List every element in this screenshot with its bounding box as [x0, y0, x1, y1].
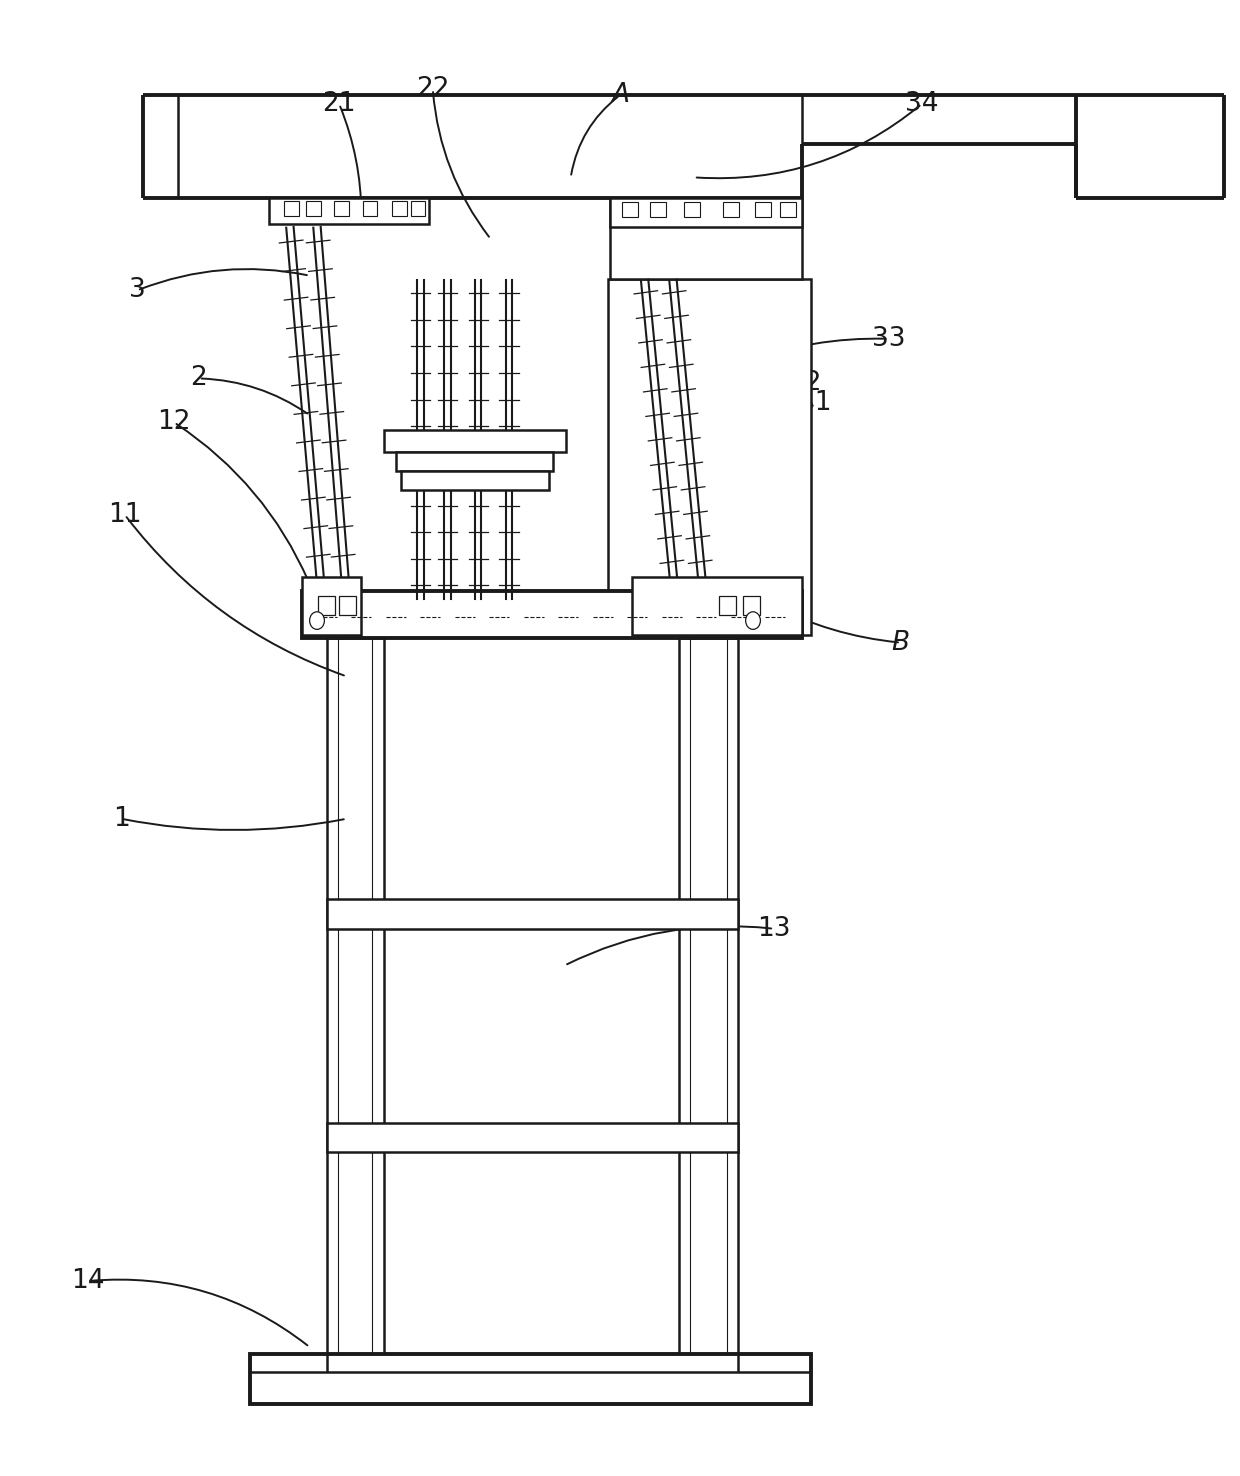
Bar [622, 202, 639, 217]
Circle shape [745, 611, 760, 629]
Text: 34: 34 [905, 92, 939, 117]
Text: 31: 31 [797, 390, 831, 416]
Bar [303, 592, 802, 638]
Text: 3: 3 [129, 277, 145, 304]
Bar [383, 430, 565, 452]
Bar [396, 452, 553, 471]
Polygon shape [144, 94, 1224, 198]
Bar [410, 201, 425, 215]
Bar [680, 638, 738, 1355]
Text: 33: 33 [872, 326, 905, 351]
Text: 22: 22 [417, 77, 450, 102]
Text: 1: 1 [113, 806, 129, 831]
Bar [327, 899, 738, 928]
Bar [327, 1123, 738, 1151]
Bar [306, 201, 321, 215]
Bar [684, 202, 701, 217]
Text: B: B [892, 630, 910, 655]
Bar [269, 198, 429, 224]
Bar [632, 577, 802, 635]
Bar [392, 201, 407, 215]
Bar [401, 471, 548, 490]
Bar [250, 1355, 811, 1404]
Bar [723, 202, 739, 217]
Bar [608, 279, 811, 635]
Circle shape [310, 611, 325, 629]
Text: 32: 32 [787, 370, 821, 396]
Bar [303, 577, 361, 635]
Bar [780, 202, 796, 217]
Text: A: A [611, 83, 629, 108]
Text: 14: 14 [71, 1268, 104, 1294]
Text: 2: 2 [191, 366, 207, 391]
Bar [650, 202, 666, 217]
Bar [335, 201, 348, 215]
Bar [362, 201, 377, 215]
Text: 12: 12 [157, 409, 191, 435]
Bar [340, 596, 356, 614]
Text: 11: 11 [108, 502, 141, 528]
Bar [610, 198, 802, 279]
Bar [327, 638, 383, 1355]
Bar [319, 596, 336, 614]
Bar [718, 596, 735, 614]
Text: 21: 21 [322, 92, 356, 117]
Text: 13: 13 [758, 915, 791, 942]
Bar [743, 596, 760, 614]
Bar [284, 201, 299, 215]
Bar [610, 198, 802, 227]
Bar [755, 202, 771, 217]
